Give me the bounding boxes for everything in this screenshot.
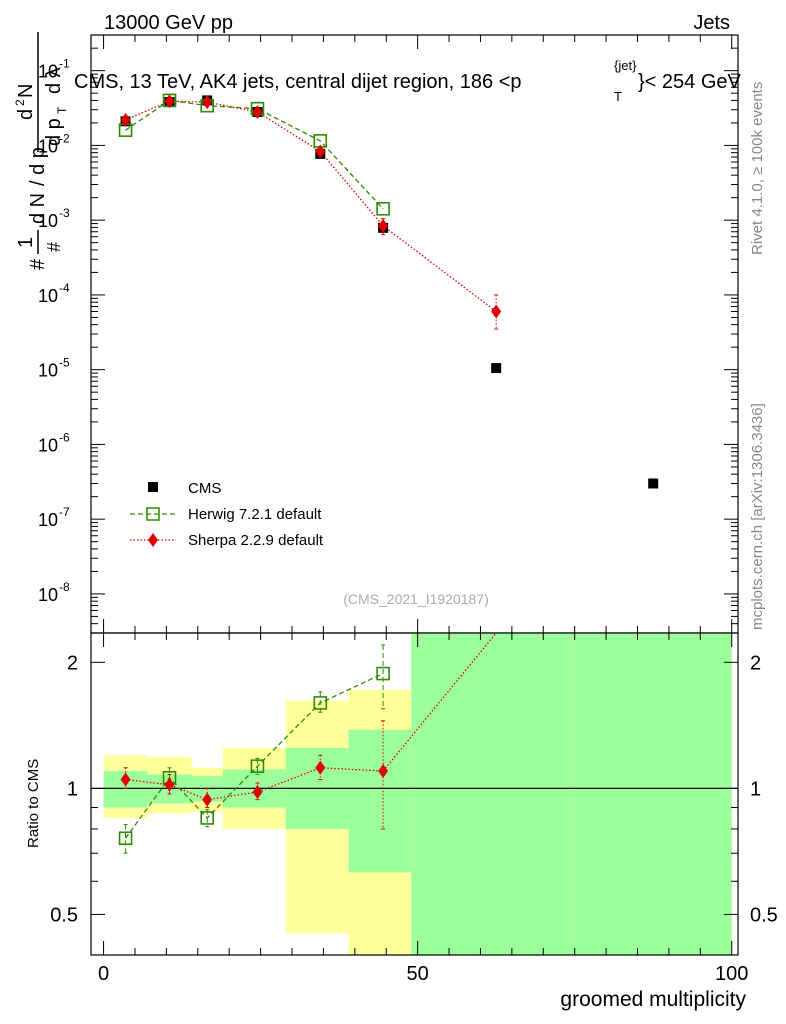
main-ytick-exp: -5: [59, 356, 70, 370]
herwig-ratio-point: [200, 811, 215, 825]
ratio-xtick-label: 50: [407, 963, 429, 985]
ratio-panel: 0 50 100 0.5 0.5 1 1 2 2: [50, 632, 778, 985]
rivet-label: Rivet 4.1.0, ≥ 100k events: [749, 82, 766, 255]
svg-text:T: T: [55, 106, 69, 114]
main-ytick-label: 10: [38, 510, 58, 530]
herwig-main-point: [376, 201, 390, 216]
herwig-ratio-point: [250, 759, 265, 773]
main-ytick-exp: -4: [59, 281, 70, 295]
main-ytick-exp: -6: [59, 430, 70, 444]
herwig-ratio-point: [376, 666, 390, 681]
svg-text:#: #: [27, 258, 49, 270]
svg-text:2: 2: [13, 99, 27, 106]
band-inner-6: [411, 633, 575, 955]
legend-label-cms: CMS: [188, 480, 221, 497]
legend-marker-herwig: [146, 507, 160, 521]
data-point: [491, 363, 502, 374]
main-ytick-label: 10: [38, 585, 58, 605]
ratio-xtick-label: 0: [98, 963, 109, 985]
main-ylabel: # 1 # d N / d p d 2 N d p T d λ: [13, 32, 69, 270]
sherpa-ratio-point: [164, 777, 175, 792]
ratio-ylabel: Ratio to CMS: [25, 759, 42, 848]
sherpa-ratio-point: [252, 785, 263, 800]
mcplots-label: mcplots.cern.ch [arXiv:1306.3436]: [749, 403, 766, 630]
ratio-ytick-label-left: 1: [67, 778, 78, 800]
legend: CMS Herwig 7.2.1 default Sherpa 2.2.9 de…: [130, 480, 324, 549]
ratio-ytick-label-left: 0.5: [50, 904, 78, 926]
sherpa-main-point: [164, 94, 175, 109]
main-ytick-label: 10: [38, 361, 58, 381]
main-ytick-label: 10: [38, 136, 58, 156]
sherpa-main-point: [378, 218, 389, 233]
main-ytick-label: 10: [38, 286, 58, 306]
plot-title-main: CMS, 13 TeV, AK4 jets, central dijet reg…: [74, 71, 522, 93]
sherpa-ratio-point: [120, 772, 131, 787]
main-ytick-exp: -8: [59, 580, 70, 594]
ratio-ytick-label-right: 1: [750, 778, 761, 800]
main-ytick-exp: -7: [59, 505, 70, 519]
ratio-ytick-label-right: 2: [750, 652, 761, 674]
sherpa-main-point: [252, 104, 263, 119]
ratio-frame: [90, 632, 739, 956]
sherpa-main-point: [202, 95, 213, 110]
ratio-xtick-label: 100: [715, 963, 748, 985]
main-ytick-label: 10: [38, 211, 58, 231]
svg-text:/ d p: / d p: [27, 147, 49, 186]
sherpa-main-point: [120, 112, 131, 127]
herwig-ratio-point: [118, 831, 133, 846]
band-inner-5: [348, 729, 412, 873]
legend-label-herwig: Herwig 7.2.1 default: [188, 506, 322, 523]
legend-marker-sherpa: [148, 533, 158, 547]
sherpa-main-point: [315, 144, 326, 159]
svg-text:d p: d p: [43, 118, 65, 146]
ratio-ytick-label-left: 2: [67, 652, 78, 674]
main-ytick-label: 10: [38, 62, 58, 82]
legend-label-sherpa: Sherpa 2.2.9 default: [188, 532, 324, 549]
main-ytick-exp: -2: [59, 131, 70, 145]
main-ytick-exp: -3: [59, 206, 70, 220]
sherpa-main-line: [125, 100, 497, 313]
data-point: [648, 478, 659, 489]
svg-text:d N: d N: [27, 193, 49, 224]
svg-text:d λ: d λ: [43, 67, 65, 94]
main-panel: 10-810-710-610-510-410-310-210-1: [38, 34, 739, 634]
main-ytick-exp: -1: [59, 57, 70, 71]
sherpa-ratio-point: [202, 792, 213, 807]
xaxis-label: groomed multiplicity: [560, 988, 746, 1011]
legend-marker-cms: [148, 482, 158, 492]
sherpa-main-point: [491, 304, 502, 319]
plot-title-sup: {jet}: [614, 58, 637, 73]
jets-label: Jets: [693, 12, 730, 34]
svg-text:N: N: [15, 84, 37, 98]
sherpa-ratio-point: [378, 764, 389, 779]
svg-text:#: #: [44, 242, 64, 252]
band-inner-7: [574, 633, 732, 955]
herwig-ratio-point: [313, 696, 328, 710]
plot-title-sub: T: [614, 89, 622, 104]
plot-title-end: }< 254 GeV: [638, 71, 742, 93]
main-ytick-label: 10: [38, 435, 58, 455]
svg-text:d: d: [15, 109, 37, 120]
sherpa-ratio-point: [315, 760, 326, 775]
svg-text:1: 1: [15, 237, 37, 248]
plot-title: CMS, 13 TeV, AK4 jets, central dijet reg…: [74, 71, 522, 93]
analysis-id: (CMS_2021_I1920187): [343, 591, 489, 607]
herwig-main-line: [125, 99, 384, 210]
energy-label: 13000 GeV pp: [104, 12, 233, 34]
ratio-ytick-label-right: 0.5: [750, 904, 778, 926]
